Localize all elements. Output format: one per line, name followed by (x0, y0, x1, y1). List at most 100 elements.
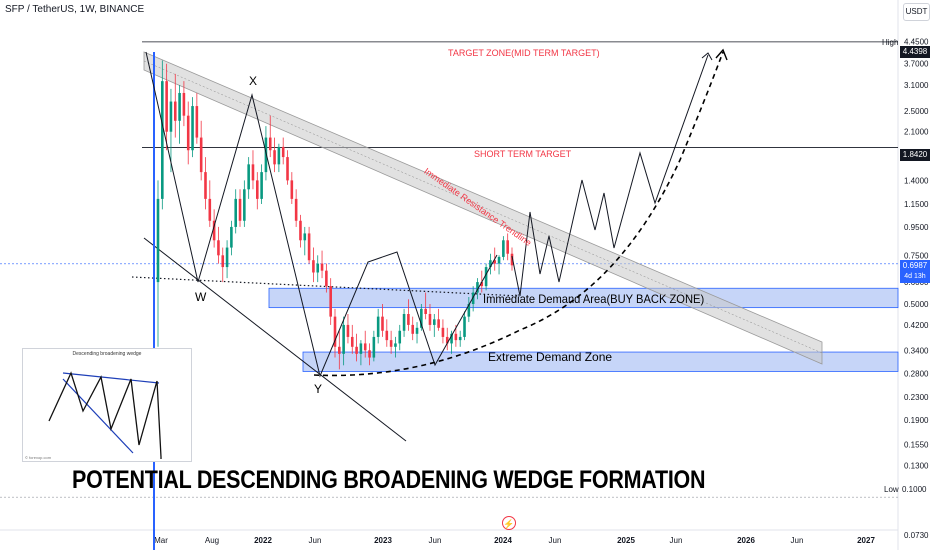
projected-path (511, 54, 709, 297)
candle-body-19 (238, 198, 242, 221)
candle-body-11 (204, 172, 207, 199)
candle-body-36 (312, 260, 315, 273)
candle-body-58 (407, 313, 410, 325)
candle-body-3 (169, 101, 173, 132)
x-tick-label-0: Mar (154, 536, 168, 545)
x-tick-label-2: 2022 (254, 536, 272, 545)
x-tick-label-8: 2025 (617, 536, 635, 545)
candle-body-20 (243, 189, 246, 221)
candle-body-52 (381, 316, 384, 331)
x-tick-label-1: Aug (205, 536, 219, 545)
candle-body-78 (493, 260, 497, 264)
countdown-tag: 4d 13h (900, 271, 930, 283)
y-tick-label-15: 0.2300 (904, 393, 929, 402)
candle-body-30 (286, 157, 289, 181)
candle-body-46 (355, 346, 358, 354)
candle-body-72 (467, 303, 471, 317)
tradingview-logo-icon[interactable]: ⚡ (502, 516, 516, 530)
candle-body-54 (389, 340, 393, 347)
x-tick-label-7: Jun (549, 536, 562, 545)
candle-body-41 (333, 316, 337, 347)
x-tick-label-11: Jun (791, 536, 804, 545)
candle-body-42 (338, 346, 341, 354)
y-tick-label-19: 0.0730 (904, 531, 929, 540)
inset-svg (48, 371, 162, 459)
projected-dashed-curve (313, 51, 724, 377)
candle-body-71 (463, 316, 466, 337)
candle-body-9 (195, 106, 199, 138)
y-tick-label-16: 0.1900 (904, 416, 929, 425)
point-y-label: Y (314, 382, 323, 396)
candle-body-43 (342, 324, 345, 354)
inset-upper-line (62, 372, 160, 384)
candle-body-75 (480, 282, 484, 287)
y-tick-label-18: 0.1300 (904, 462, 929, 471)
candle-body-7 (186, 115, 190, 151)
candle-body-82 (510, 253, 514, 266)
resistance-channel-mid (143, 60, 823, 354)
low-price-tag: 0.1000 (902, 485, 927, 494)
candle-body-40 (329, 286, 332, 317)
candle-body-59 (411, 324, 415, 334)
high-price-tag: 4.4398 (900, 46, 930, 58)
candle-body-45 (350, 336, 354, 347)
candle-body-23 (255, 180, 259, 199)
projected-path-arrowhead (701, 52, 713, 61)
historical-zigzag (145, 51, 498, 378)
candle-body-2 (165, 81, 168, 132)
candle-body-15 (221, 255, 225, 268)
candle-body-1 (161, 81, 164, 199)
point-x-label: X (249, 74, 258, 88)
candle-body-38 (320, 263, 324, 271)
x-tick-label-3: Jun (309, 536, 322, 545)
candle-body-35 (307, 233, 311, 261)
candle-body-17 (230, 226, 233, 248)
candle-body-18 (234, 198, 238, 227)
x-tick-label-5: Jun (429, 536, 442, 545)
candle-body-67 (445, 336, 449, 344)
candle-body-62 (424, 308, 427, 314)
y-tick-label-8: 0.9500 (904, 223, 929, 232)
candle-body-10 (199, 137, 203, 173)
y-tick-label-13: 0.3400 (904, 346, 929, 355)
currency-badge[interactable]: USDT (903, 3, 930, 21)
candle-body-76 (484, 267, 488, 287)
y-tick-label-9: 0.7500 (904, 251, 929, 260)
immediate-demand-zone (268, 287, 899, 309)
candle-body-14 (217, 240, 220, 256)
candle-body-25 (264, 137, 268, 173)
candle-body-44 (346, 324, 350, 337)
chart-title: POTENTIAL DESCENDING BROADENING WEDGE FO… (72, 466, 706, 494)
candle-body-48 (363, 343, 367, 351)
candle-body-12 (208, 198, 212, 221)
candle-body-69 (454, 333, 458, 341)
candle-body-61 (420, 308, 423, 328)
candle-body-8 (191, 106, 194, 151)
inset-price-path (48, 371, 162, 459)
candle-body-79 (497, 256, 501, 264)
candle-body-27 (273, 150, 276, 165)
candle-body-57 (402, 313, 406, 331)
candle-body-68 (450, 333, 453, 344)
candle-body-21 (247, 164, 250, 190)
candle-body-34 (303, 233, 307, 241)
extreme-demand-label: Extreme Demand Zone (488, 350, 613, 364)
x-tick-label-6: 2024 (494, 536, 512, 545)
short-term-target-label: SHORT TERM TARGET (474, 149, 572, 159)
candle-body-31 (290, 180, 294, 199)
candle-body-74 (476, 282, 479, 293)
candle-body-0 (156, 198, 160, 283)
candle-body-81 (506, 240, 509, 254)
y-tick-label-17: 0.1550 (904, 441, 929, 450)
inset-title: Descending broadening wedge (72, 351, 142, 357)
candle-body-60 (415, 327, 419, 334)
low-label: Low (884, 485, 899, 494)
inset-watermark: © forexop.com (25, 455, 52, 460)
current-price-tag: 0.6987 (900, 260, 930, 272)
candle-body-13 (212, 220, 216, 241)
inset-wedge-diagram: Descending broadening wedge © forexop.co… (22, 348, 192, 462)
candle-body-37 (316, 263, 320, 273)
candle-body-47 (359, 343, 363, 354)
y-tick-label-2: 3.1000 (904, 81, 929, 90)
